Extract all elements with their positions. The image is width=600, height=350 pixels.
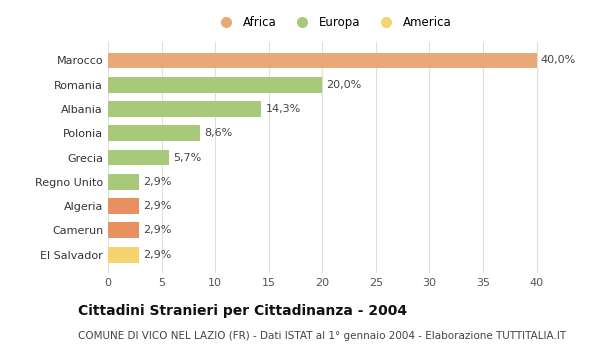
Bar (108, 198, 139, 214)
Text: 2,9%: 2,9% (143, 177, 172, 187)
Text: Cittadini Stranieri per Cittadinanza - 2004: Cittadini Stranieri per Cittadinanza - 2… (78, 304, 407, 318)
Text: 20,0%: 20,0% (326, 80, 362, 90)
Text: 8,6%: 8,6% (205, 128, 233, 138)
Bar (108, 247, 139, 262)
Bar (108, 52, 536, 68)
Bar (108, 125, 200, 141)
Bar (108, 101, 261, 117)
Bar (108, 149, 169, 166)
Text: 2,9%: 2,9% (143, 201, 172, 211)
Text: 2,9%: 2,9% (143, 250, 172, 260)
Bar (108, 223, 139, 238)
Text: 14,3%: 14,3% (265, 104, 301, 114)
Legend: Africa, Europa, America: Africa, Europa, America (209, 11, 457, 33)
Bar (108, 174, 139, 190)
Text: 2,9%: 2,9% (143, 225, 172, 235)
Text: 5,7%: 5,7% (173, 153, 202, 162)
Text: COMUNE DI VICO NEL LAZIO (FR) - Dati ISTAT al 1° gennaio 2004 - Elaborazione TUT: COMUNE DI VICO NEL LAZIO (FR) - Dati IST… (78, 331, 566, 341)
Text: 40,0%: 40,0% (541, 55, 576, 65)
Bar (108, 77, 322, 92)
